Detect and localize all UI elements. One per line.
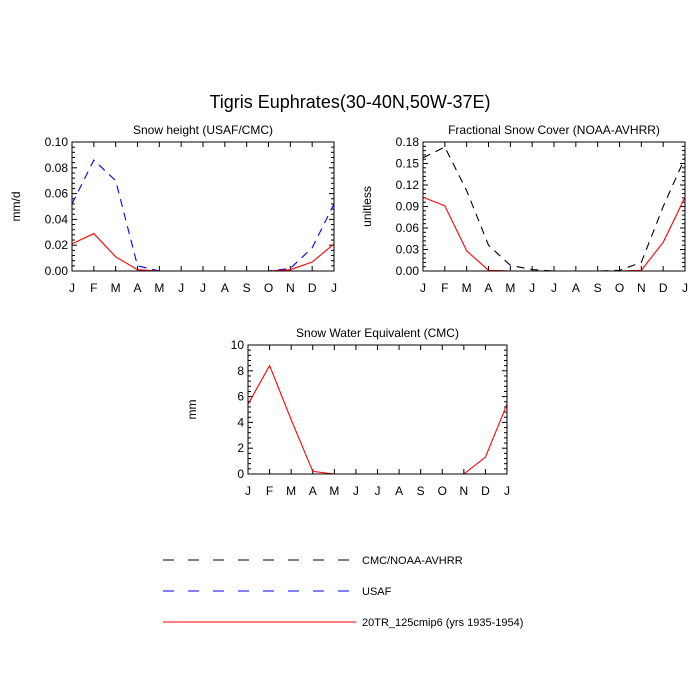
x-tick-label: S: [243, 281, 251, 295]
y-tick-label: 10: [231, 338, 245, 352]
x-tick-label: N: [637, 281, 646, 295]
plot-frame: [422, 141, 686, 272]
x-tick-label: D: [481, 484, 490, 498]
y-axis-label: unitless: [360, 186, 374, 227]
x-tick-label: N: [459, 484, 468, 498]
x-tick-label: D: [659, 281, 668, 295]
chart-panels: Snow height (USAF/CMC) mm/d 0.00 0.02 0.04 0.…: [9, 123, 688, 498]
y-tick-label: 4: [237, 415, 244, 429]
chart-title: Snow Water Equivalent (CMC): [296, 326, 459, 340]
series-line-usaf: [71, 159, 335, 272]
y-axis-label: mm: [185, 400, 199, 420]
series-line-20tr-125cmip6-yrs-1935-1954: [71, 232, 335, 272]
y-tick-label: 0.15: [396, 157, 420, 171]
legend-item: USAF: [163, 586, 392, 598]
x-tick-label: D: [308, 281, 317, 295]
x-tick-label: F: [266, 484, 273, 498]
x-tick-label: J: [375, 484, 381, 498]
x-tick-label: A: [572, 281, 580, 295]
legend-label: 20TR_125cmip6 (yrs 1935-1954): [362, 617, 523, 629]
legend-item: CMC/NOAA-AVHRR: [163, 555, 463, 567]
x-tick-label: J: [69, 281, 75, 295]
x-tick-label: J: [200, 281, 206, 295]
x-tick-label: M: [462, 281, 472, 295]
x-tick-label: J: [551, 281, 557, 295]
y-tick-label: 0.00: [396, 264, 420, 278]
x-tick-label: N: [286, 281, 295, 295]
x-tick-label: O: [615, 281, 624, 295]
y-tick-label: 0.02: [45, 238, 69, 252]
x-tick-label: S: [417, 484, 425, 498]
x-tick-label: O: [438, 484, 447, 498]
y-tick-label: 0.06: [396, 221, 420, 235]
series-line-20tr-125cmip6-yrs-1935-1954: [422, 196, 686, 272]
plot-frame: [71, 141, 335, 272]
x-tick-label: J: [420, 281, 426, 295]
x-tick-label: A: [221, 281, 229, 295]
x-tick-label: J: [529, 281, 535, 295]
series-line-cmc-noaa-avhrr: [422, 146, 686, 272]
legend-label: CMC/NOAA-AVHRR: [362, 555, 463, 567]
x-tick-label: M: [154, 281, 164, 295]
y-tick-label: 0.04: [45, 212, 69, 226]
x-tick-label: J: [178, 281, 184, 295]
x-tick-label: A: [133, 281, 141, 295]
series-line-20tr-125cmip6-yrs-1935-1954: [247, 364, 508, 475]
y-tick-label: 2: [237, 441, 244, 455]
x-tick-label: J: [331, 281, 337, 295]
chart-panel-2: Fractional Snow Cover (NOAA-AVHRR) unitle…: [360, 123, 688, 295]
y-tick-label: 0.03: [396, 243, 420, 257]
x-tick-label: S: [594, 281, 602, 295]
y-tick-label: 8: [237, 364, 244, 378]
x-tick-label: A: [395, 484, 403, 498]
legend: CMC/NOAA-AVHRR USAF 20TR_125cmip6 (yrs 193…: [163, 555, 523, 629]
x-tick-label: J: [682, 281, 688, 295]
chart-title: Fractional Snow Cover (NOAA-AVHRR): [448, 123, 660, 137]
plot-frame: [247, 344, 508, 475]
x-tick-label: O: [264, 281, 273, 295]
x-tick-label: A: [309, 484, 317, 498]
y-tick-label: 0.10: [45, 135, 69, 149]
x-tick-label: M: [286, 484, 296, 498]
chart-panel-1: Snow height (USAF/CMC) mm/d 0.00 0.02 0.04 0.…: [9, 123, 337, 295]
x-tick-label: J: [504, 484, 510, 498]
x-tick-label: A: [484, 281, 492, 295]
x-tick-label: M: [111, 281, 121, 295]
y-tick-label: 0.12: [396, 178, 420, 192]
y-tick-label: 0.06: [45, 187, 69, 201]
y-axis-label: mm/d: [9, 192, 23, 222]
x-tick-label: M: [505, 281, 515, 295]
chart-title: Snow height (USAF/CMC): [133, 123, 273, 137]
x-tick-label: J: [353, 484, 359, 498]
y-tick-label: 0: [237, 467, 244, 481]
x-tick-label: F: [90, 281, 97, 295]
x-tick-label: F: [441, 281, 448, 295]
x-tick-label: M: [329, 484, 339, 498]
x-tick-label: J: [245, 484, 251, 498]
y-tick-label: 0.18: [396, 135, 420, 149]
legend-item: 20TR_125cmip6 (yrs 1935-1954): [163, 617, 523, 629]
y-tick-label: 6: [237, 390, 244, 404]
y-tick-label: 0.09: [396, 200, 420, 214]
y-tick-label: 0.08: [45, 161, 69, 175]
figure-title: Tigris Euphrates(30-40N,50W-37E): [209, 92, 490, 112]
y-tick-label: 0.00: [45, 264, 69, 278]
legend-label: USAF: [362, 586, 392, 598]
